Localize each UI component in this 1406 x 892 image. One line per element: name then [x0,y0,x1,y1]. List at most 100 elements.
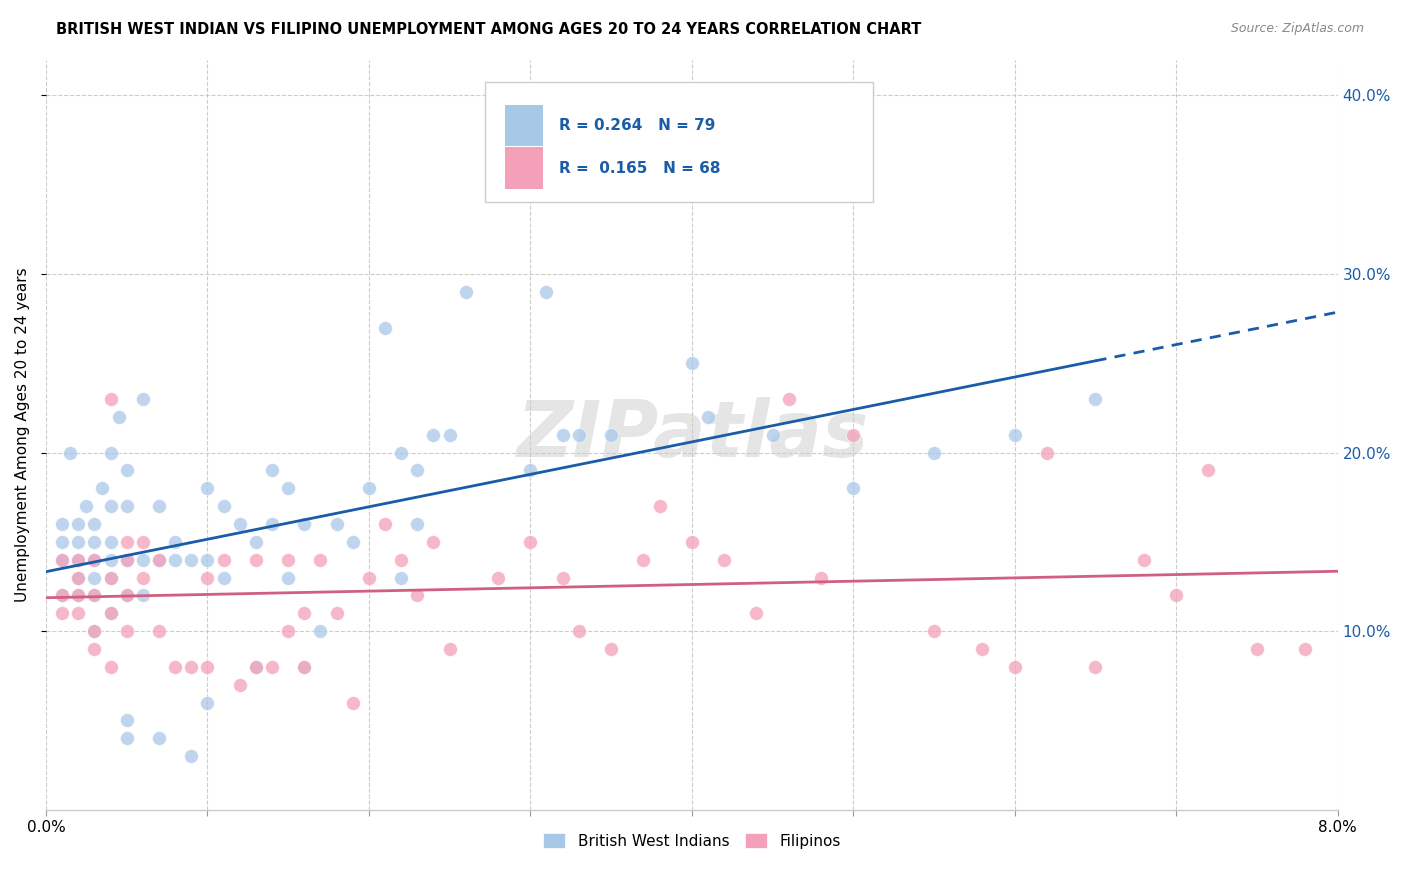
Point [357,481,380,495]
Point [277,553,299,567]
Text: Source: ZipAtlas.com: Source: ZipAtlas.com [1230,22,1364,36]
Point [745,607,768,621]
Point [228,678,250,692]
Point [292,660,315,674]
Point [83,516,105,531]
Point [389,553,412,567]
Point [1084,392,1107,406]
Point [148,553,170,567]
Point [551,427,574,442]
Point [406,516,429,531]
Point [115,553,138,567]
Point [342,534,364,549]
Point [1294,642,1316,657]
Point [486,571,509,585]
Point [51,553,73,567]
Point [51,589,73,603]
Point [648,499,671,513]
Point [100,445,122,459]
Text: BRITISH WEST INDIAN VS FILIPINO UNEMPLOYMENT AMONG AGES 20 TO 24 YEARS CORRELATI: BRITISH WEST INDIAN VS FILIPINO UNEMPLOY… [56,22,921,37]
Point [439,642,461,657]
Point [292,516,315,531]
FancyBboxPatch shape [505,104,543,146]
Point [197,553,219,567]
Point [197,660,219,674]
Point [148,499,170,513]
Point [439,427,461,442]
Point [325,516,347,531]
Point [180,553,202,567]
Point [67,553,90,567]
Point [212,499,235,513]
Point [212,553,235,567]
Y-axis label: Unemployment Among Ages 20 to 24 years: Unemployment Among Ages 20 to 24 years [15,268,30,602]
Point [83,571,105,585]
Point [292,660,315,674]
Point [292,607,315,621]
Point [1133,553,1156,567]
Point [51,607,73,621]
Point [132,553,155,567]
Point [681,356,703,370]
Point [374,320,396,334]
Point [519,463,541,477]
Point [551,571,574,585]
Point [51,516,73,531]
Point [633,553,655,567]
Point [100,553,122,567]
Point [309,553,332,567]
Point [422,427,444,442]
Point [100,571,122,585]
Point [100,607,122,621]
Point [697,409,720,424]
FancyBboxPatch shape [485,82,873,202]
Point [115,553,138,567]
Point [115,463,138,477]
Text: R =  0.165   N = 68: R = 0.165 N = 68 [558,161,720,176]
Point [148,624,170,639]
Point [406,589,429,603]
Point [180,660,202,674]
Point [132,534,155,549]
Point [165,660,187,674]
Point [778,392,800,406]
Point [83,642,105,657]
Point [51,589,73,603]
Legend: British West Indians, Filipinos: British West Indians, Filipinos [537,827,848,855]
Point [67,571,90,585]
Point [260,516,283,531]
Point [197,696,219,710]
Point [83,553,105,567]
Point [165,553,187,567]
Point [100,392,122,406]
Point [342,696,364,710]
Point [115,731,138,746]
Point [100,660,122,674]
Point [519,534,541,549]
Point [67,553,90,567]
Point [83,624,105,639]
Point [51,553,73,567]
Point [761,427,783,442]
Text: ZIPatlas: ZIPatlas [516,397,868,473]
Point [67,589,90,603]
Point [309,624,332,639]
Point [1084,660,1107,674]
Point [51,534,73,549]
Point [165,534,187,549]
Point [277,624,299,639]
Point [83,589,105,603]
Point [100,499,122,513]
Point [83,624,105,639]
Point [325,607,347,621]
Point [83,553,105,567]
Point [115,624,138,639]
Point [83,589,105,603]
Point [212,571,235,585]
Point [180,749,202,764]
Point [228,516,250,531]
Point [107,409,129,424]
Point [67,607,90,621]
Point [115,714,138,728]
Point [67,589,90,603]
